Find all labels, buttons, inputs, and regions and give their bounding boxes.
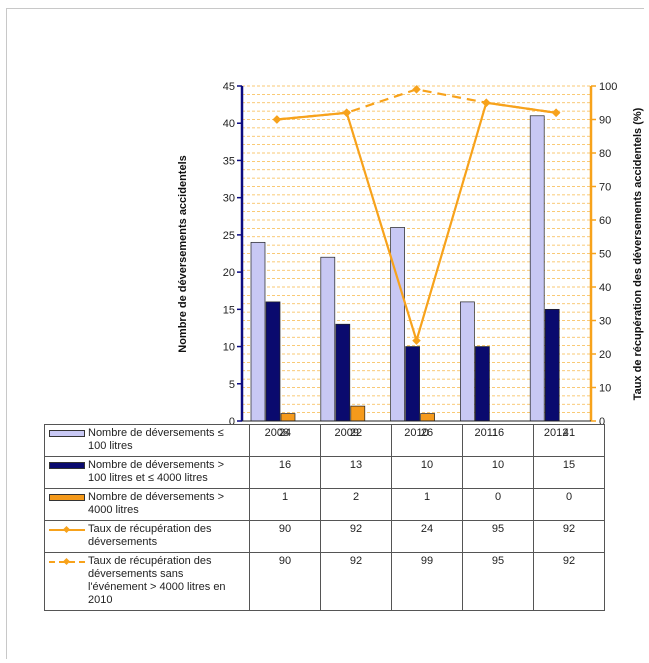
table-cell: 0: [462, 488, 534, 521]
lines-layer: [272, 85, 561, 345]
table-row: Taux de récupération des déversements sa…: [44, 552, 605, 611]
table-cell: 95: [462, 520, 534, 553]
y-axis-label-right: Taux de récupération des déversements ac…: [632, 107, 644, 400]
y-tick-label-left: 40: [223, 118, 235, 130]
legend-label: Taux de récupération des déversements: [88, 523, 212, 548]
bar: [475, 346, 490, 422]
bar: [460, 301, 475, 422]
table-cell: 24: [249, 424, 321, 457]
legend-swatch: [49, 430, 85, 437]
table-cell: 99: [391, 552, 463, 611]
bar: [265, 301, 281, 422]
y-axis-label-left: Nombre de déversements accidentels: [177, 155, 189, 352]
table-cell: 16: [249, 456, 321, 489]
legend-swatch: [49, 494, 85, 501]
rate-point: [342, 108, 351, 118]
y-tick-label-left: 20: [223, 267, 235, 279]
rate-line: [276, 101, 557, 345]
table-cell: 92: [320, 552, 392, 611]
bar: [280, 413, 296, 422]
legend-label: Nombre de déversements ≤ 100 litres: [88, 427, 224, 452]
y-tick-label-right: 50: [599, 249, 611, 261]
table-cell: 92: [533, 552, 605, 611]
y-tick-label-left: 30: [223, 193, 235, 205]
table-cell: 24: [391, 520, 463, 553]
y-tick-label-left: 5: [229, 379, 235, 391]
rate-point: [412, 85, 421, 94]
table-cell: 41: [533, 424, 605, 457]
bar: [544, 308, 560, 422]
legend-cell: Nombre de déversements > 100 litres et ≤…: [44, 456, 250, 489]
legend-cell: Nombre de déversements > 4000 litres: [44, 488, 250, 521]
legend-cell: Nombre de déversements ≤ 100 litres: [44, 424, 250, 457]
table-row: Nombre de déversements > 4000 litres 1 2 1 0…: [44, 488, 605, 521]
table-cell: 13: [320, 456, 392, 489]
chart-frame: [6, 8, 644, 659]
bar: [250, 241, 266, 422]
table-cell: 10: [462, 456, 534, 489]
legend-cell: Taux de récupération des déversements sa…: [44, 552, 250, 611]
table-cell: 0: [533, 488, 605, 521]
y-tick-label-right: 10: [599, 383, 611, 395]
y-tick-label-right: 100: [599, 81, 617, 93]
y-tick-label-left: 10: [223, 342, 235, 354]
y-tick-label-left: 35: [223, 155, 235, 167]
bar: [350, 405, 366, 422]
table-cell: 26: [391, 424, 463, 457]
table-cell: 1: [249, 488, 321, 521]
bar: [420, 413, 435, 422]
table-cell: 92: [320, 520, 392, 553]
y-tick-label-right: 20: [599, 349, 611, 361]
bar: [335, 323, 351, 422]
rate-point: [272, 115, 282, 124]
legend-cell: Taux de récupération des déversements: [44, 520, 250, 553]
table-cell: 16: [462, 424, 534, 457]
rate-point: [551, 108, 561, 118]
bar: [320, 256, 336, 422]
table-row: Nombre de déversements ≤ 100 litres 24 22 2…: [44, 424, 605, 457]
table-cell: 1: [391, 488, 463, 521]
legend-swatch: [49, 557, 85, 567]
table-row: Nombre de déversements > 100 litres et ≤…: [44, 456, 605, 489]
bar: [529, 115, 545, 422]
table-row: Taux de récupération des déversements 90 9…: [44, 520, 605, 553]
table-cell: 2: [320, 488, 392, 521]
bar: [390, 227, 405, 422]
table-cell: 15: [533, 456, 605, 489]
table-cell: 10: [391, 456, 463, 489]
data-table: Nombre de déversements ≤ 100 litres 24 22 2…: [44, 424, 605, 611]
legend-swatch: [49, 462, 85, 469]
y-tick-label-right: 60: [599, 215, 611, 227]
legend-label: Nombre de déversements > 100 litres et ≤…: [88, 459, 225, 484]
y-tick-label-right: 30: [599, 316, 611, 328]
y-tick-label-left: 15: [223, 304, 235, 316]
legend-label: Nombre de déversements > 4000 litres: [88, 491, 225, 516]
y-tick-label-left: 0: [229, 416, 235, 428]
y-tick-label-right: 40: [599, 282, 611, 294]
y-tick-label-right: 90: [599, 115, 611, 127]
y-tick-label-right: 0: [599, 416, 605, 428]
table-cell: 22: [320, 424, 392, 457]
y-tick-label-left: 25: [223, 230, 235, 242]
table-cell: 90: [249, 552, 321, 611]
y-tick-label-left: 45: [223, 81, 235, 93]
legend-label: Taux de récupération des déversements sa…: [88, 555, 226, 606]
table-cell: 92: [533, 520, 605, 553]
y-tick-label-right: 80: [599, 148, 611, 160]
rate-point: [412, 336, 421, 345]
rate-point: [482, 98, 491, 107]
legend-swatch: [49, 525, 85, 535]
table-cell: 95: [462, 552, 534, 611]
bar: [405, 346, 420, 422]
bars-layer: [250, 115, 560, 422]
y-tick-label-right: 70: [599, 182, 611, 194]
table-cell: 90: [249, 520, 321, 553]
